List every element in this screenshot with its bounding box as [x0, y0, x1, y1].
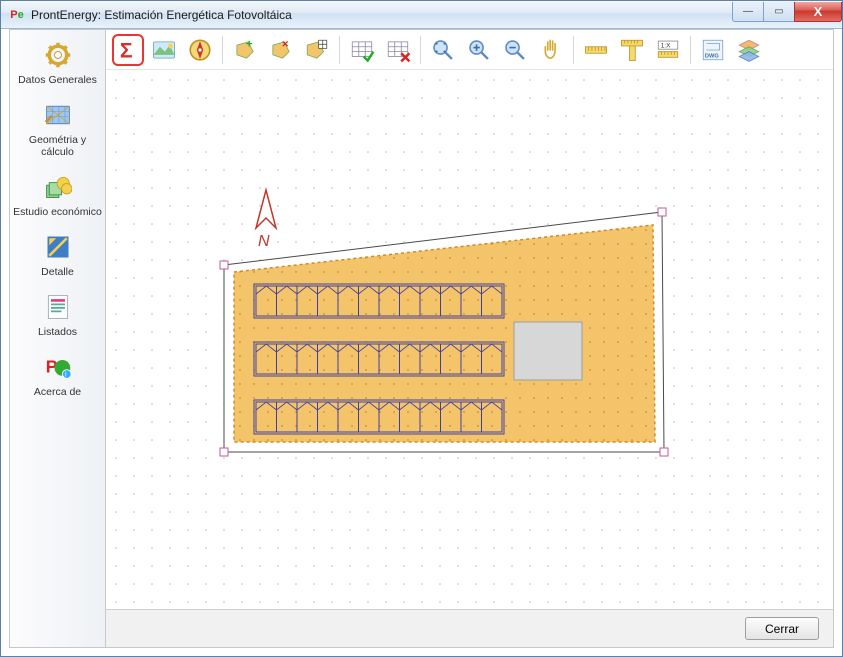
poly-grid-icon [304, 37, 330, 63]
sidebar-item-detail[interactable]: Detalle [10, 226, 105, 286]
gear-icon [41, 38, 75, 72]
drawing-canvas[interactable]: N [106, 70, 833, 609]
poly-del-icon: × [268, 37, 294, 63]
toolbar-ruler-t-button[interactable] [616, 34, 648, 66]
toolbar-separator [690, 36, 691, 64]
scale-icon: 1:X [655, 37, 681, 63]
toolbar-table-del-button[interactable] [382, 34, 414, 66]
ruler-t-icon [619, 37, 645, 63]
landscape-icon [151, 37, 177, 63]
svg-text:Σ: Σ [120, 39, 133, 62]
toolbar-poly-del-button[interactable]: × [265, 34, 297, 66]
toolbar-pan-button[interactable] [535, 34, 567, 66]
sidebar: Datos Generales Geométria y cálculo Estudi… [10, 30, 106, 647]
sidebar-item-list[interactable]: Listados [10, 286, 105, 346]
about-icon: Pi [41, 350, 75, 384]
app-icon: Pe [9, 7, 25, 23]
pan-icon [538, 37, 564, 63]
minimize-button[interactable]: — [732, 2, 764, 22]
toolbar-scale-button[interactable]: 1:X [652, 34, 684, 66]
sidebar-item-label: Estudio económico [12, 206, 103, 218]
toolbar-sigma-button[interactable]: Σ [112, 34, 144, 66]
client-area: Datos Generales Geométria y cálculo Estudi… [9, 29, 834, 648]
toolbar-ruler-h-button[interactable] [580, 34, 612, 66]
zoom-in-icon [466, 37, 492, 63]
svg-text:×: × [282, 38, 289, 50]
toolbar-zoom-in-button[interactable] [463, 34, 495, 66]
titlebar: Pe ProntEnergy: Estimación Energética Fo… [1, 1, 842, 29]
toolbar-dwg-button[interactable]: DWG [697, 34, 729, 66]
svg-text:1:X: 1:X [661, 42, 671, 49]
compass-icon [187, 37, 213, 63]
zoom-extents-icon [430, 37, 456, 63]
sidebar-item-money[interactable]: Estudio económico [10, 166, 105, 226]
svg-text:N: N [258, 233, 270, 250]
list-icon [41, 290, 75, 324]
toolbar-separator [420, 36, 421, 64]
toolbar-zoom-out-button[interactable] [499, 34, 531, 66]
svg-text:DWG: DWG [705, 53, 719, 59]
layers-icon [736, 37, 762, 63]
main-panel: Σ + × 1:X DWG N [106, 30, 833, 609]
sidebar-item-label: Listados [12, 326, 103, 338]
toolbar-separator [222, 36, 223, 64]
toolbar-layers-button[interactable] [733, 34, 765, 66]
sidebar-item-label: Acerca de [12, 386, 103, 398]
poly-add-icon: + [232, 37, 258, 63]
grid-icon [41, 98, 75, 132]
sidebar-item-label: Datos Generales [12, 74, 103, 86]
sidebar-item-gear[interactable]: Datos Generales [10, 34, 105, 94]
ruler-h-icon [583, 37, 609, 63]
sidebar-item-about[interactable]: Pi Acerca de [10, 346, 105, 406]
app-window: Pe ProntEnergy: Estimación Energética Fo… [0, 0, 843, 657]
maximize-button[interactable]: ▭ [763, 2, 795, 22]
toolbar-landscape-button[interactable] [148, 34, 180, 66]
detail-icon [41, 230, 75, 264]
money-icon [41, 170, 75, 204]
close-button[interactable]: Cerrar [745, 617, 819, 640]
footer: Cerrar [106, 609, 833, 647]
zoom-out-icon [502, 37, 528, 63]
toolbar-table-check-button[interactable] [346, 34, 378, 66]
sidebar-item-grid[interactable]: Geométria y cálculo [10, 94, 105, 166]
toolbar-separator [573, 36, 574, 64]
sigma-icon: Σ [115, 37, 141, 63]
toolbar-separator [339, 36, 340, 64]
canvas-svg: N [106, 70, 833, 609]
sidebar-item-label: Geométria y cálculo [12, 134, 103, 158]
close-window-button[interactable]: X [794, 2, 842, 22]
window-title: ProntEnergy: Estimación Energética Fotov… [31, 8, 292, 22]
toolbar-compass-button[interactable] [184, 34, 216, 66]
toolbar-zoom-extents-button[interactable] [427, 34, 459, 66]
table-check-icon [349, 37, 375, 63]
toolbar: Σ + × 1:X DWG [106, 30, 833, 70]
svg-text:+: + [246, 38, 253, 50]
toolbar-poly-grid-button[interactable] [301, 34, 333, 66]
dwg-icon: DWG [700, 37, 726, 63]
sidebar-item-label: Detalle [12, 266, 103, 278]
toolbar-poly-add-button[interactable]: + [229, 34, 261, 66]
table-del-icon [385, 37, 411, 63]
window-buttons: — ▭ X [733, 2, 842, 22]
